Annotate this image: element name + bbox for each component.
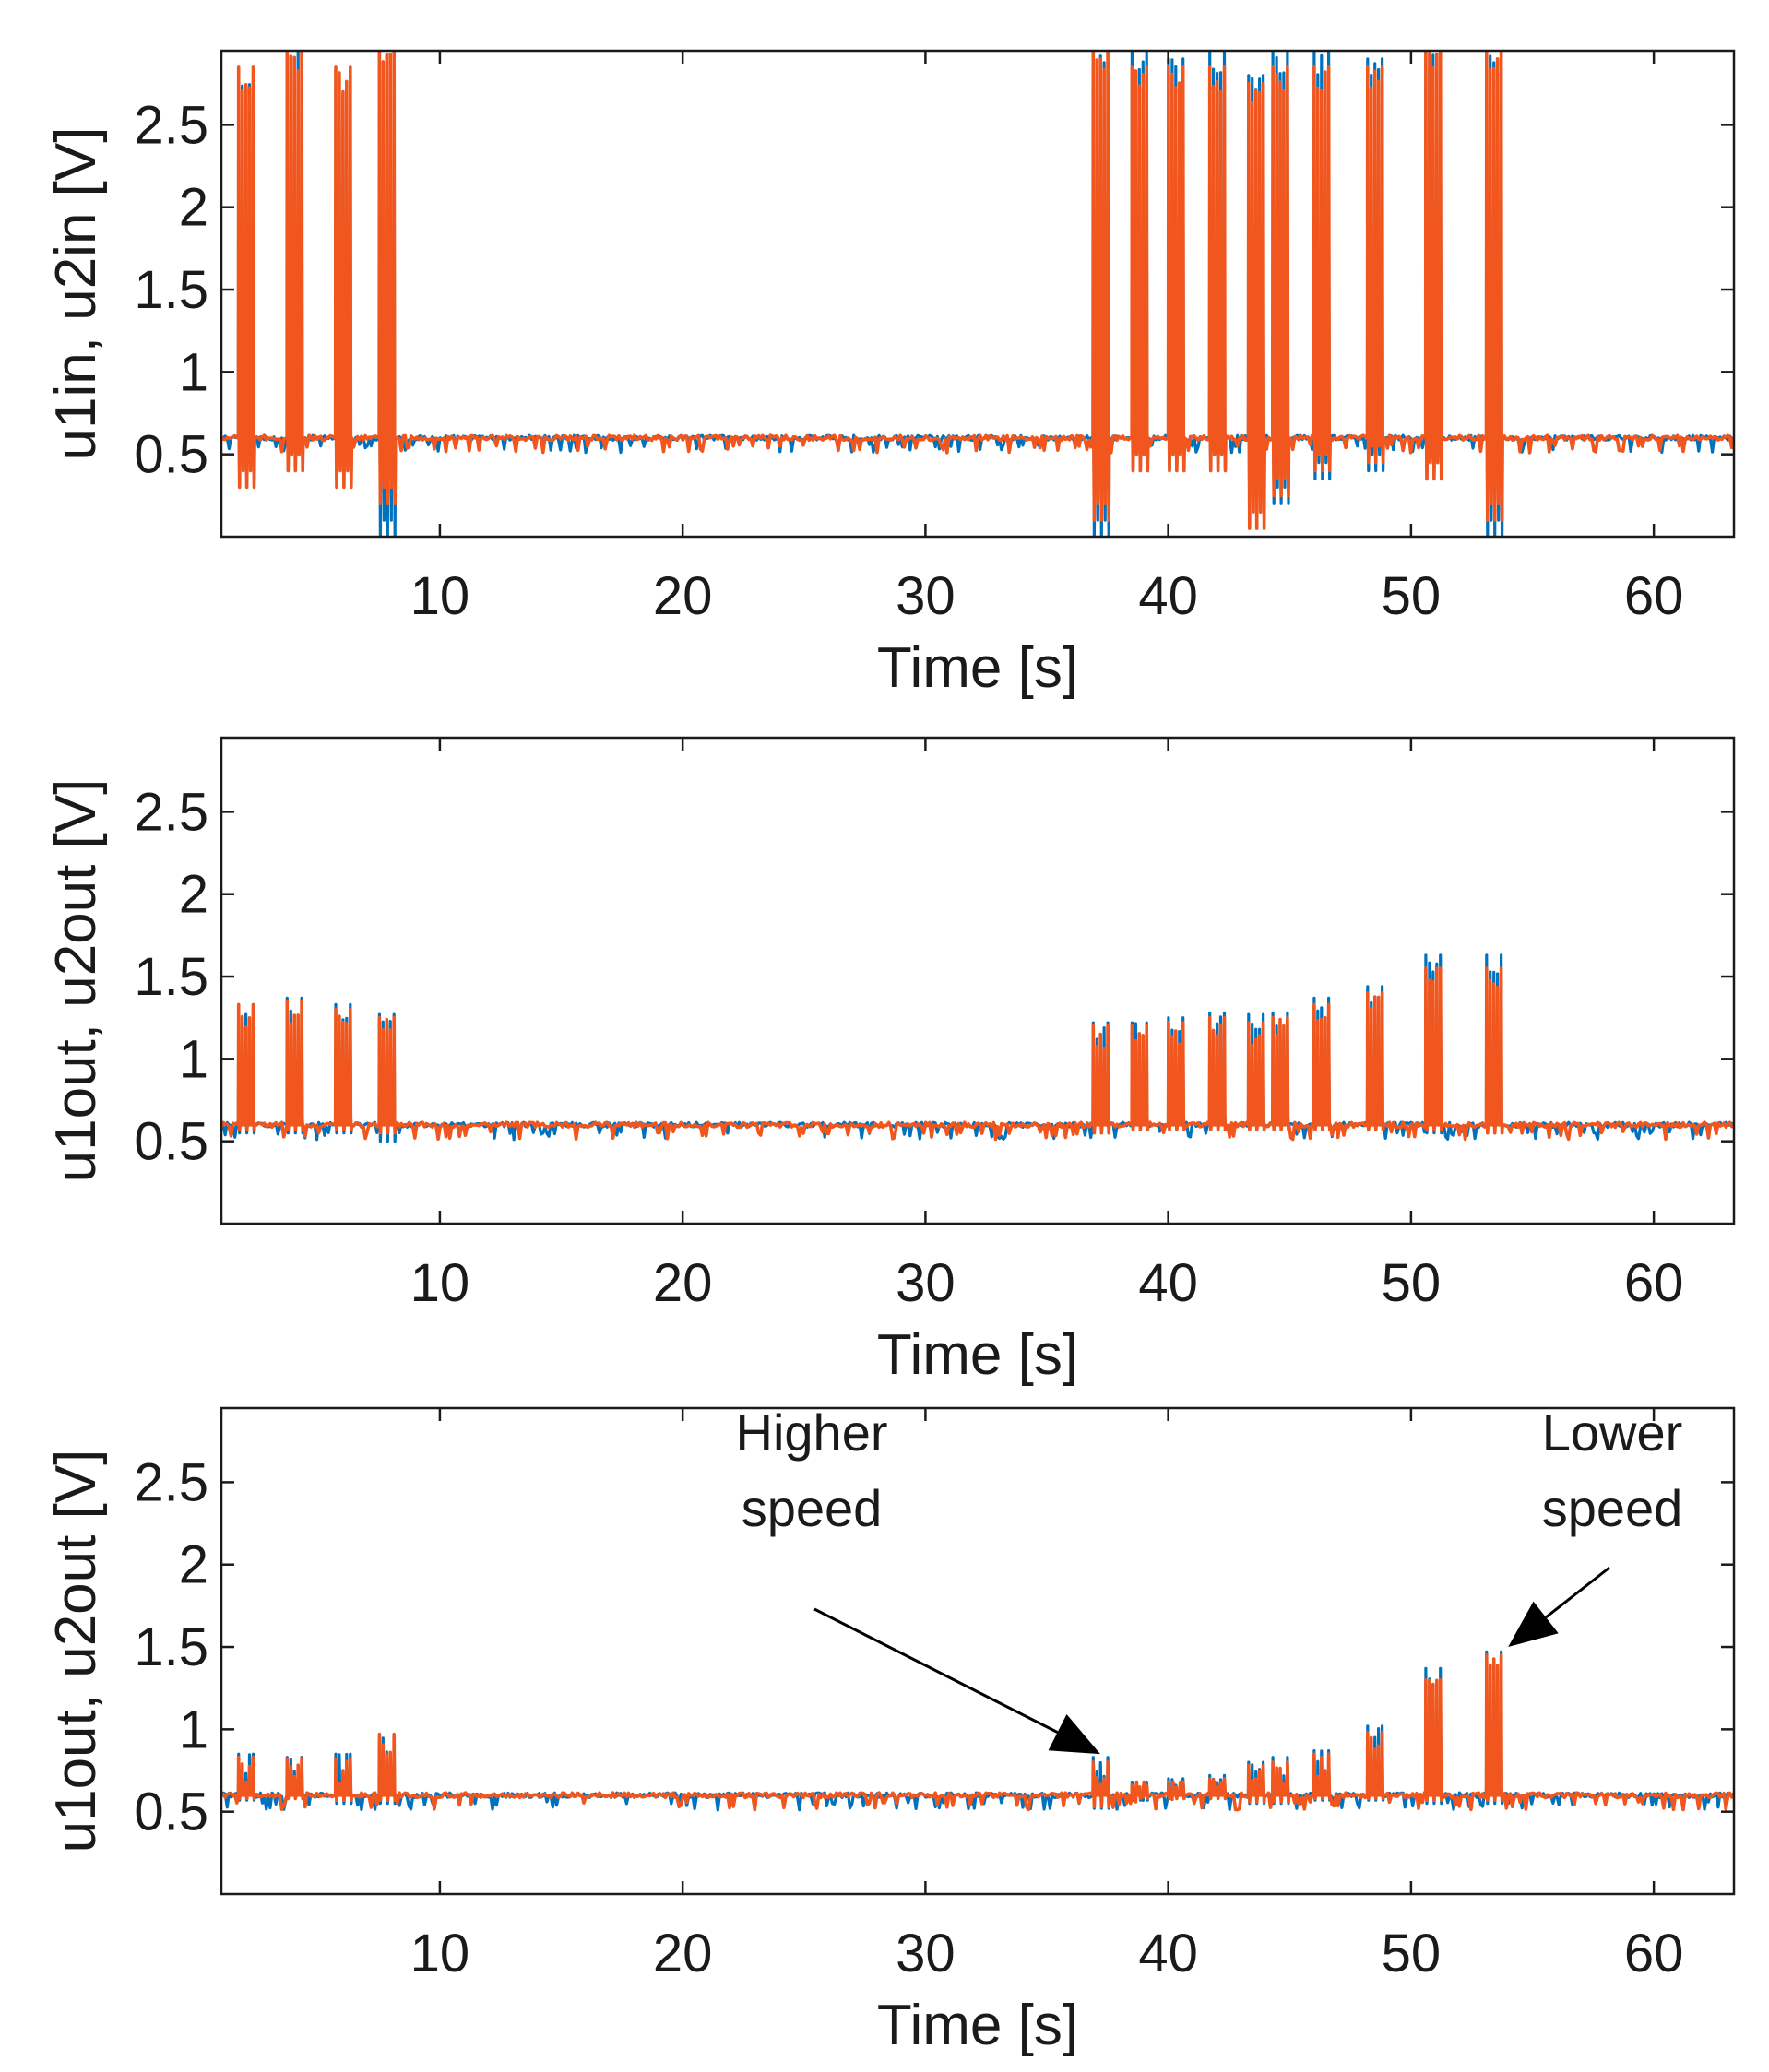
annotation-text: speed [1542, 1479, 1683, 1537]
x-tick-label: 30 [896, 566, 956, 626]
series-u2-line [221, 966, 1734, 1142]
x-axis-label: Time [s] [877, 1323, 1078, 1387]
plot-panel-2: 10 20 30 40 50 60 0.5 1 1.5 2 2.5 Time [s] u1out, u2… [44, 736, 1736, 1387]
y-tick-label: 1.5 [134, 947, 208, 1007]
annotation-text: Lower [1542, 1403, 1683, 1462]
plot-panel-3: 10 20 30 40 50 60 0.5 1 1.5 2 2.5 Time [s] u1out, u2… [44, 1403, 1736, 2057]
y-tick-label: 1 [179, 1699, 208, 1759]
x-tick-label: 50 [1382, 1253, 1442, 1313]
y-axis-label: u1out, u2out [V] [44, 779, 108, 1183]
x-tick-label: 10 [410, 1924, 470, 1983]
y-tick-label: 1 [179, 1029, 208, 1089]
y-tick-label: 2 [179, 1535, 208, 1595]
y-tick-label: 0.5 [134, 1112, 208, 1172]
x-tick-label: 60 [1624, 1253, 1684, 1313]
x-tick-label: 40 [1138, 1253, 1198, 1313]
y-axis-label: u1in, u2in [V] [44, 127, 108, 461]
x-tick-label: 20 [653, 566, 713, 626]
y-tick-label: 1.5 [134, 260, 208, 320]
x-tick-label: 10 [410, 1253, 470, 1313]
y-tick-label: 2 [179, 865, 208, 925]
y-tick-label: 1.5 [134, 1617, 208, 1677]
x-tick-label: 60 [1624, 1924, 1684, 1983]
x-tick-label: 40 [1138, 566, 1198, 626]
x-tick-label: 20 [653, 1253, 713, 1313]
axes-box [220, 49, 1736, 539]
x-tick-label: 50 [1382, 566, 1442, 626]
x-axis-label: Time [s] [877, 636, 1078, 700]
y-tick-label: 2.5 [134, 95, 208, 155]
x-tick-label: 40 [1138, 1924, 1198, 1983]
axes-box [220, 736, 1736, 1225]
series-u1-line [221, 953, 1734, 1143]
plot-panel-1: 10 20 30 40 50 60 0.5 1 1.5 2 2.5 Time [s] u1in, u2i… [44, 49, 1736, 700]
x-axis-label: Time [s] [877, 1994, 1078, 2057]
y-tick-label: 0.5 [134, 425, 208, 485]
series-u2-line [221, 51, 1734, 530]
annotation-higher-speed: Higher speed [736, 1403, 1100, 1755]
y-tick-label: 2.5 [134, 1452, 208, 1512]
x-tick-label: 10 [410, 566, 470, 626]
annotation-arrowhead [1048, 1714, 1100, 1755]
series-u2-line [221, 1653, 1734, 1812]
y-tick-label: 2 [179, 178, 208, 238]
y-tick-label: 0.5 [134, 1782, 208, 1842]
annotation-text: Higher [736, 1403, 888, 1462]
annotation-text: speed [742, 1479, 883, 1537]
annotation-arrow-line [813, 1607, 1059, 1734]
x-tick-label: 30 [896, 1924, 956, 1983]
annotation-arrowhead [1508, 1601, 1559, 1648]
axes-box [220, 1406, 1736, 1896]
x-tick-label: 20 [653, 1924, 713, 1983]
x-tick-label: 50 [1382, 1924, 1442, 1983]
x-tick-label: 30 [896, 1253, 956, 1313]
annotation-lower-speed: Lower speed [1508, 1403, 1683, 1648]
y-tick-label: 1 [179, 342, 208, 402]
y-axis-label: u1out, u2out [V] [44, 1450, 108, 1853]
series-u1-line [221, 51, 1734, 537]
annotation-arrow-line [1545, 1566, 1610, 1619]
series-u1-line [221, 1650, 1734, 1812]
y-tick-label: 2.5 [134, 782, 208, 842]
x-tick-label: 60 [1624, 566, 1684, 626]
